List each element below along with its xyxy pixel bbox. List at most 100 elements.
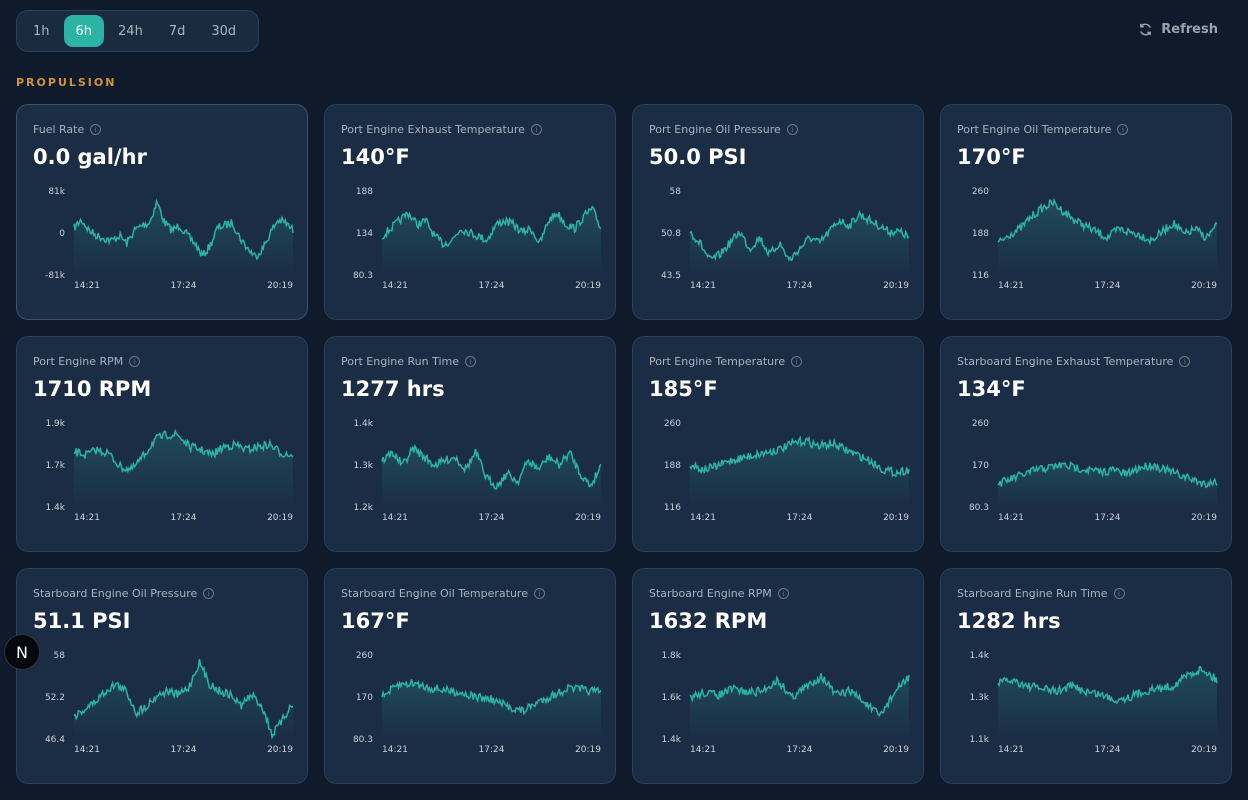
y-tick-label: 1.9k <box>45 419 65 429</box>
x-tick-label: 20:19 <box>267 281 293 291</box>
x-tick-label: 17:24 <box>479 745 505 755</box>
range-24h[interactable]: 24h <box>106 15 155 47</box>
y-tick-label: 188 <box>972 229 989 239</box>
info-icon[interactable]: i <box>1117 124 1129 135</box>
metric-card[interactable]: Port Engine Temperature i 185°F 260 188 116 14… <box>632 336 924 552</box>
metric-title: Port Engine Run Time <box>341 355 460 368</box>
metric-title-row: Starboard Engine Exhaust Temperature i <box>957 355 1191 368</box>
y-tick-label: 1.4k <box>353 419 373 429</box>
y-tick-label: -81k <box>45 271 66 281</box>
x-tick-label: 17:24 <box>171 281 197 291</box>
x-tick-label: 17:24 <box>787 745 813 755</box>
x-tick-label: 20:19 <box>575 513 601 523</box>
info-icon[interactable]: i <box>203 588 215 599</box>
y-tick-label: 260 <box>972 187 989 197</box>
x-tick-label: 14:21 <box>690 513 716 523</box>
metric-title-row: Port Engine Exhaust Temperature i <box>341 123 542 136</box>
info-icon[interactable]: i <box>1179 356 1191 367</box>
sparkline-chart: 260 170 80.3 14:21 17:24 20:19 <box>969 419 1218 523</box>
x-tick-label: 20:19 <box>1191 281 1217 291</box>
sparkline-line <box>689 435 910 478</box>
metric-title: Port Engine RPM <box>33 355 124 368</box>
y-tick-label: 80.3 <box>353 735 373 745</box>
range-6h[interactable]: 6h <box>63 15 105 47</box>
sparkline-area <box>998 462 1217 507</box>
metric-card[interactable]: Starboard Engine Oil Temperature i 167°F 26… <box>324 568 616 784</box>
info-icon[interactable]: i <box>777 588 789 599</box>
x-tick-label: 20:19 <box>1191 513 1217 523</box>
sparkline-line <box>689 673 910 718</box>
metric-card[interactable]: Starboard Engine Exhaust Temperature i 134… <box>940 336 1232 552</box>
metric-value: 1277 hrs <box>341 377 445 401</box>
x-tick-label: 14:21 <box>690 745 716 755</box>
metric-card[interactable]: Port Engine Run Time i 1277 hrs 1.4k 1.3k 1.2… <box>324 336 616 552</box>
metric-title-row: Starboard Engine Oil Temperature i <box>341 587 545 600</box>
x-tick-label: 20:19 <box>883 745 909 755</box>
metric-title-row: Starboard Engine Oil Pressure i <box>33 587 215 600</box>
metric-card[interactable]: Port Engine RPM i 1710 RPM 1.9k 1.7k 1.4k 14:2… <box>16 336 308 552</box>
x-tick-label: 20:19 <box>575 745 601 755</box>
info-icon[interactable]: i <box>533 588 545 599</box>
metric-value: 50.0 PSI <box>649 145 747 169</box>
y-tick-label: 81k <box>48 187 65 197</box>
sparkline-area <box>690 437 909 507</box>
y-tick-label: 188 <box>356 187 373 197</box>
metric-value: 1632 RPM <box>649 609 768 633</box>
range-30d[interactable]: 30d <box>199 15 248 47</box>
range-1h[interactable]: 1h <box>21 15 62 47</box>
range-7d[interactable]: 7d <box>157 15 198 47</box>
metric-card[interactable]: Starboard Engine Run Time i 1282 hrs 1.4k 1.… <box>940 568 1232 784</box>
metric-title: Fuel Rate <box>33 123 85 136</box>
sparkline-line <box>381 679 602 716</box>
info-icon[interactable]: i <box>90 124 102 135</box>
y-tick-label: 52.2 <box>45 693 65 703</box>
metric-title-row: Port Engine Temperature i <box>649 355 803 368</box>
y-tick-label: 1.1k <box>969 735 989 745</box>
metric-value: 51.1 PSI <box>33 609 131 633</box>
x-tick-label: 17:24 <box>479 281 505 291</box>
metric-title-row: Port Engine Run Time i <box>341 355 477 368</box>
section-title: PROPULSION <box>16 76 117 89</box>
y-tick-label: 1.8k <box>661 651 681 661</box>
y-tick-label: 116 <box>664 503 681 513</box>
refresh-button[interactable]: Refresh <box>1138 22 1218 37</box>
sparkline-chart: 58 52.2 46.4 14:21 17:24 20:19 <box>45 651 294 755</box>
x-tick-label: 14:21 <box>998 745 1024 755</box>
y-tick-label: 260 <box>664 419 681 429</box>
info-icon[interactable]: i <box>129 356 141 367</box>
metric-card[interactable]: Starboard Engine RPM i 1632 RPM 1.8k 1.6k 1.4… <box>632 568 924 784</box>
y-tick-label: 1.3k <box>353 461 373 471</box>
time-range-selector: 1h 6h 24h 7d 30d <box>16 10 259 52</box>
y-tick-label: 80.3 <box>969 503 989 513</box>
metric-title-row: Port Engine Oil Temperature i <box>957 123 1129 136</box>
sparkline-area <box>690 212 909 275</box>
y-tick-label: 46.4 <box>45 735 65 745</box>
metric-title: Starboard Engine Oil Temperature <box>341 587 528 600</box>
y-tick-label: 1.3k <box>969 693 989 703</box>
y-tick-label: 134 <box>356 229 373 239</box>
metric-card[interactable]: Port Engine Exhaust Temperature i 140°F 188… <box>324 104 616 320</box>
dev-tools-badge[interactable]: N <box>4 634 40 670</box>
y-tick-label: 50.8 <box>661 229 681 239</box>
info-icon[interactable]: i <box>465 356 477 367</box>
info-icon[interactable]: i <box>791 356 803 367</box>
metric-value: 140°F <box>341 145 410 169</box>
metric-value: 1710 RPM <box>33 377 152 401</box>
y-tick-label: 1.2k <box>353 503 373 513</box>
y-tick-label: 1.7k <box>45 461 65 471</box>
metric-title: Port Engine Temperature <box>649 355 786 368</box>
info-icon[interactable]: i <box>530 124 542 135</box>
metric-title: Port Engine Oil Pressure <box>649 123 781 136</box>
info-icon[interactable]: i <box>1113 588 1125 599</box>
metric-title: Starboard Engine RPM <box>649 587 772 600</box>
sparkline-area <box>690 673 909 739</box>
metric-card[interactable]: Port Engine Oil Temperature i 170°F 260 188 1… <box>940 104 1232 320</box>
info-icon[interactable]: i <box>786 124 798 135</box>
metric-card[interactable]: Port Engine Oil Pressure i 50.0 PSI 58 50.8 4… <box>632 104 924 320</box>
sparkline-area <box>74 201 293 275</box>
y-tick-label: 188 <box>664 461 681 471</box>
sparkline-chart: 58 50.8 43.5 14:21 17:24 20:19 <box>661 187 910 291</box>
x-tick-label: 17:24 <box>479 513 505 523</box>
metric-card[interactable]: Fuel Rate i 0.0 gal/hr 81k 0 -81k 14:21 17:24 20… <box>16 104 308 320</box>
metric-card[interactable]: Starboard Engine Oil Pressure i 51.1 PSI 58… <box>16 568 308 784</box>
